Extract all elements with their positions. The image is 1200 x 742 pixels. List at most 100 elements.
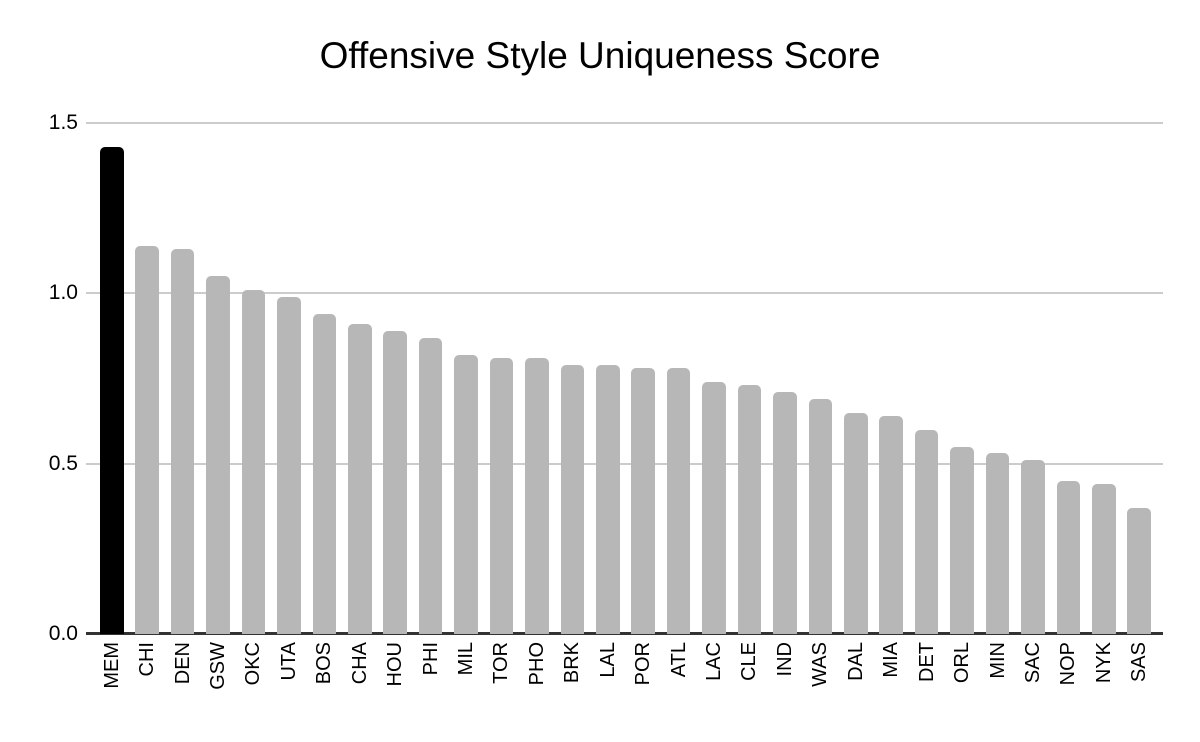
bar-brk (560, 364, 585, 634)
x-axis-label-text: PHO (525, 642, 548, 686)
x-axis-label-text: ATL (667, 642, 690, 678)
bar-sac (1021, 460, 1045, 634)
y-tick-label: 0.5 (48, 451, 78, 475)
bar-nyk (1092, 484, 1116, 634)
x-axis-label-text: DET (915, 642, 938, 682)
bar-sas (1127, 507, 1151, 634)
x-axis-label-nyk: NYK (1092, 642, 1115, 712)
x-axis-label-text: GSW (207, 642, 230, 690)
plot-area (86, 122, 1163, 635)
x-axis-label-text: CLE (738, 642, 761, 681)
x-axis-label-lal: LAL (596, 642, 619, 712)
x-axis-label-hou: HOU (384, 642, 407, 712)
x-axis-label-text: LAC (703, 642, 726, 681)
x-axis-label-text: MIA (880, 642, 903, 678)
x-axis-label-was: WAS (809, 642, 832, 712)
x-axis-label-text: MIL (455, 642, 478, 676)
x-axis-label-text: MEM (100, 642, 123, 689)
x-axis-label-orl: ORL (951, 642, 974, 712)
bar-pho (525, 358, 549, 634)
chart-title: Offensive Style Uniqueness Score (319, 35, 881, 76)
bar-den (170, 249, 195, 634)
x-axis-label-text: SAS (1128, 642, 1151, 683)
x-axis-label-text: ORL (951, 642, 974, 684)
x-axis-label-mia: MIA (880, 642, 903, 712)
x-axis-label-gsw: GSW (207, 642, 230, 712)
x-axis-line (86, 632, 1163, 635)
x-axis-label-text: MIN (986, 642, 1009, 679)
bar-cha (348, 324, 372, 634)
x-axis-label-cha: CHA (348, 642, 371, 712)
gridline (86, 462, 1163, 465)
bar-hou (383, 330, 407, 634)
x-axis-label-text: BOS (313, 642, 336, 685)
x-axis-label-pho: PHO (525, 642, 548, 712)
x-axis-label-text: POR (632, 642, 655, 686)
x-axis-label-phi: PHI (419, 642, 442, 712)
x-axis-label-text: NOP (1057, 642, 1080, 686)
x-axis-label-sas: SAS (1128, 642, 1151, 712)
bar-dal (844, 412, 868, 634)
x-axis-label-mil: MIL (455, 642, 478, 712)
bar-gsw (206, 276, 230, 634)
bar-ind (773, 392, 797, 634)
bar-det (914, 429, 939, 634)
x-axis-label-cle: CLE (738, 642, 761, 712)
x-axis-label-lac: LAC (703, 642, 726, 712)
x-axis-label-chi: CHI (136, 642, 159, 712)
bar-lac (702, 381, 726, 634)
y-tick-label: 0.0 (48, 622, 78, 645)
x-axis-label-text: TOR (490, 642, 513, 684)
bar-por (631, 368, 655, 634)
bar-nop (1056, 480, 1081, 634)
x-axis-label-bos: BOS (313, 642, 336, 712)
gridline (86, 122, 1163, 124)
x-axis-label-uta: UTA (277, 642, 300, 712)
x-axis-label-por: POR (632, 642, 655, 712)
x-axis-label-text: LAL (596, 642, 619, 678)
x-axis-label-det: DET (915, 642, 938, 712)
x-axis-label-text: CHI (136, 642, 159, 677)
bar-mil (454, 354, 478, 634)
x-axis-label-min: MIN (986, 642, 1009, 712)
x-axis-label-okc: OKC (242, 642, 265, 712)
bar-min (985, 453, 1010, 634)
x-axis-label-text: PHI (419, 642, 442, 676)
x-axis-label-text: UTA (277, 642, 300, 681)
x-axis-label-text: OKC (242, 642, 265, 686)
x-axis-label-tor: TOR (490, 642, 513, 712)
x-axis-label-brk: BRK (561, 642, 584, 712)
bar-mem (100, 146, 124, 634)
x-axis-label-nop: NOP (1057, 642, 1080, 712)
bar-okc (241, 289, 266, 634)
bar-uta (277, 296, 301, 634)
x-axis-label-text: DEN (171, 642, 194, 685)
x-axis-label-text: HOU (384, 642, 407, 687)
x-axis-label-text: BRK (561, 642, 584, 684)
x-axis-label-atl: ATL (667, 642, 690, 712)
y-tick-label: 1.5 (48, 111, 78, 134)
x-axis-label-text: IND (773, 642, 796, 677)
x-axis-label-text: CHA (348, 642, 371, 685)
bar-chi (135, 245, 159, 634)
bar-cle (737, 385, 762, 634)
bar-phi (418, 337, 443, 634)
x-axis-label-mem: MEM (100, 642, 123, 712)
x-axis-label-ind: IND (773, 642, 796, 712)
y-tick-label: 1.0 (48, 281, 78, 305)
bar-bos (312, 313, 337, 634)
bar-atl (666, 368, 691, 634)
bar-orl (950, 446, 974, 634)
bar-tor (489, 358, 514, 634)
x-axis-label-sac: SAC (1021, 642, 1044, 712)
x-axis-label-text: NYK (1092, 642, 1115, 684)
x-axis-label-text: SAC (1021, 642, 1044, 684)
bar-mia (879, 415, 903, 634)
x-axis-label-text: WAS (809, 642, 832, 687)
bar-was (808, 398, 833, 634)
gridline (86, 292, 1163, 295)
bar-lal (596, 364, 620, 634)
x-axis-label-dal: DAL (845, 642, 867, 712)
x-axis-label-den: DEN (171, 642, 194, 712)
